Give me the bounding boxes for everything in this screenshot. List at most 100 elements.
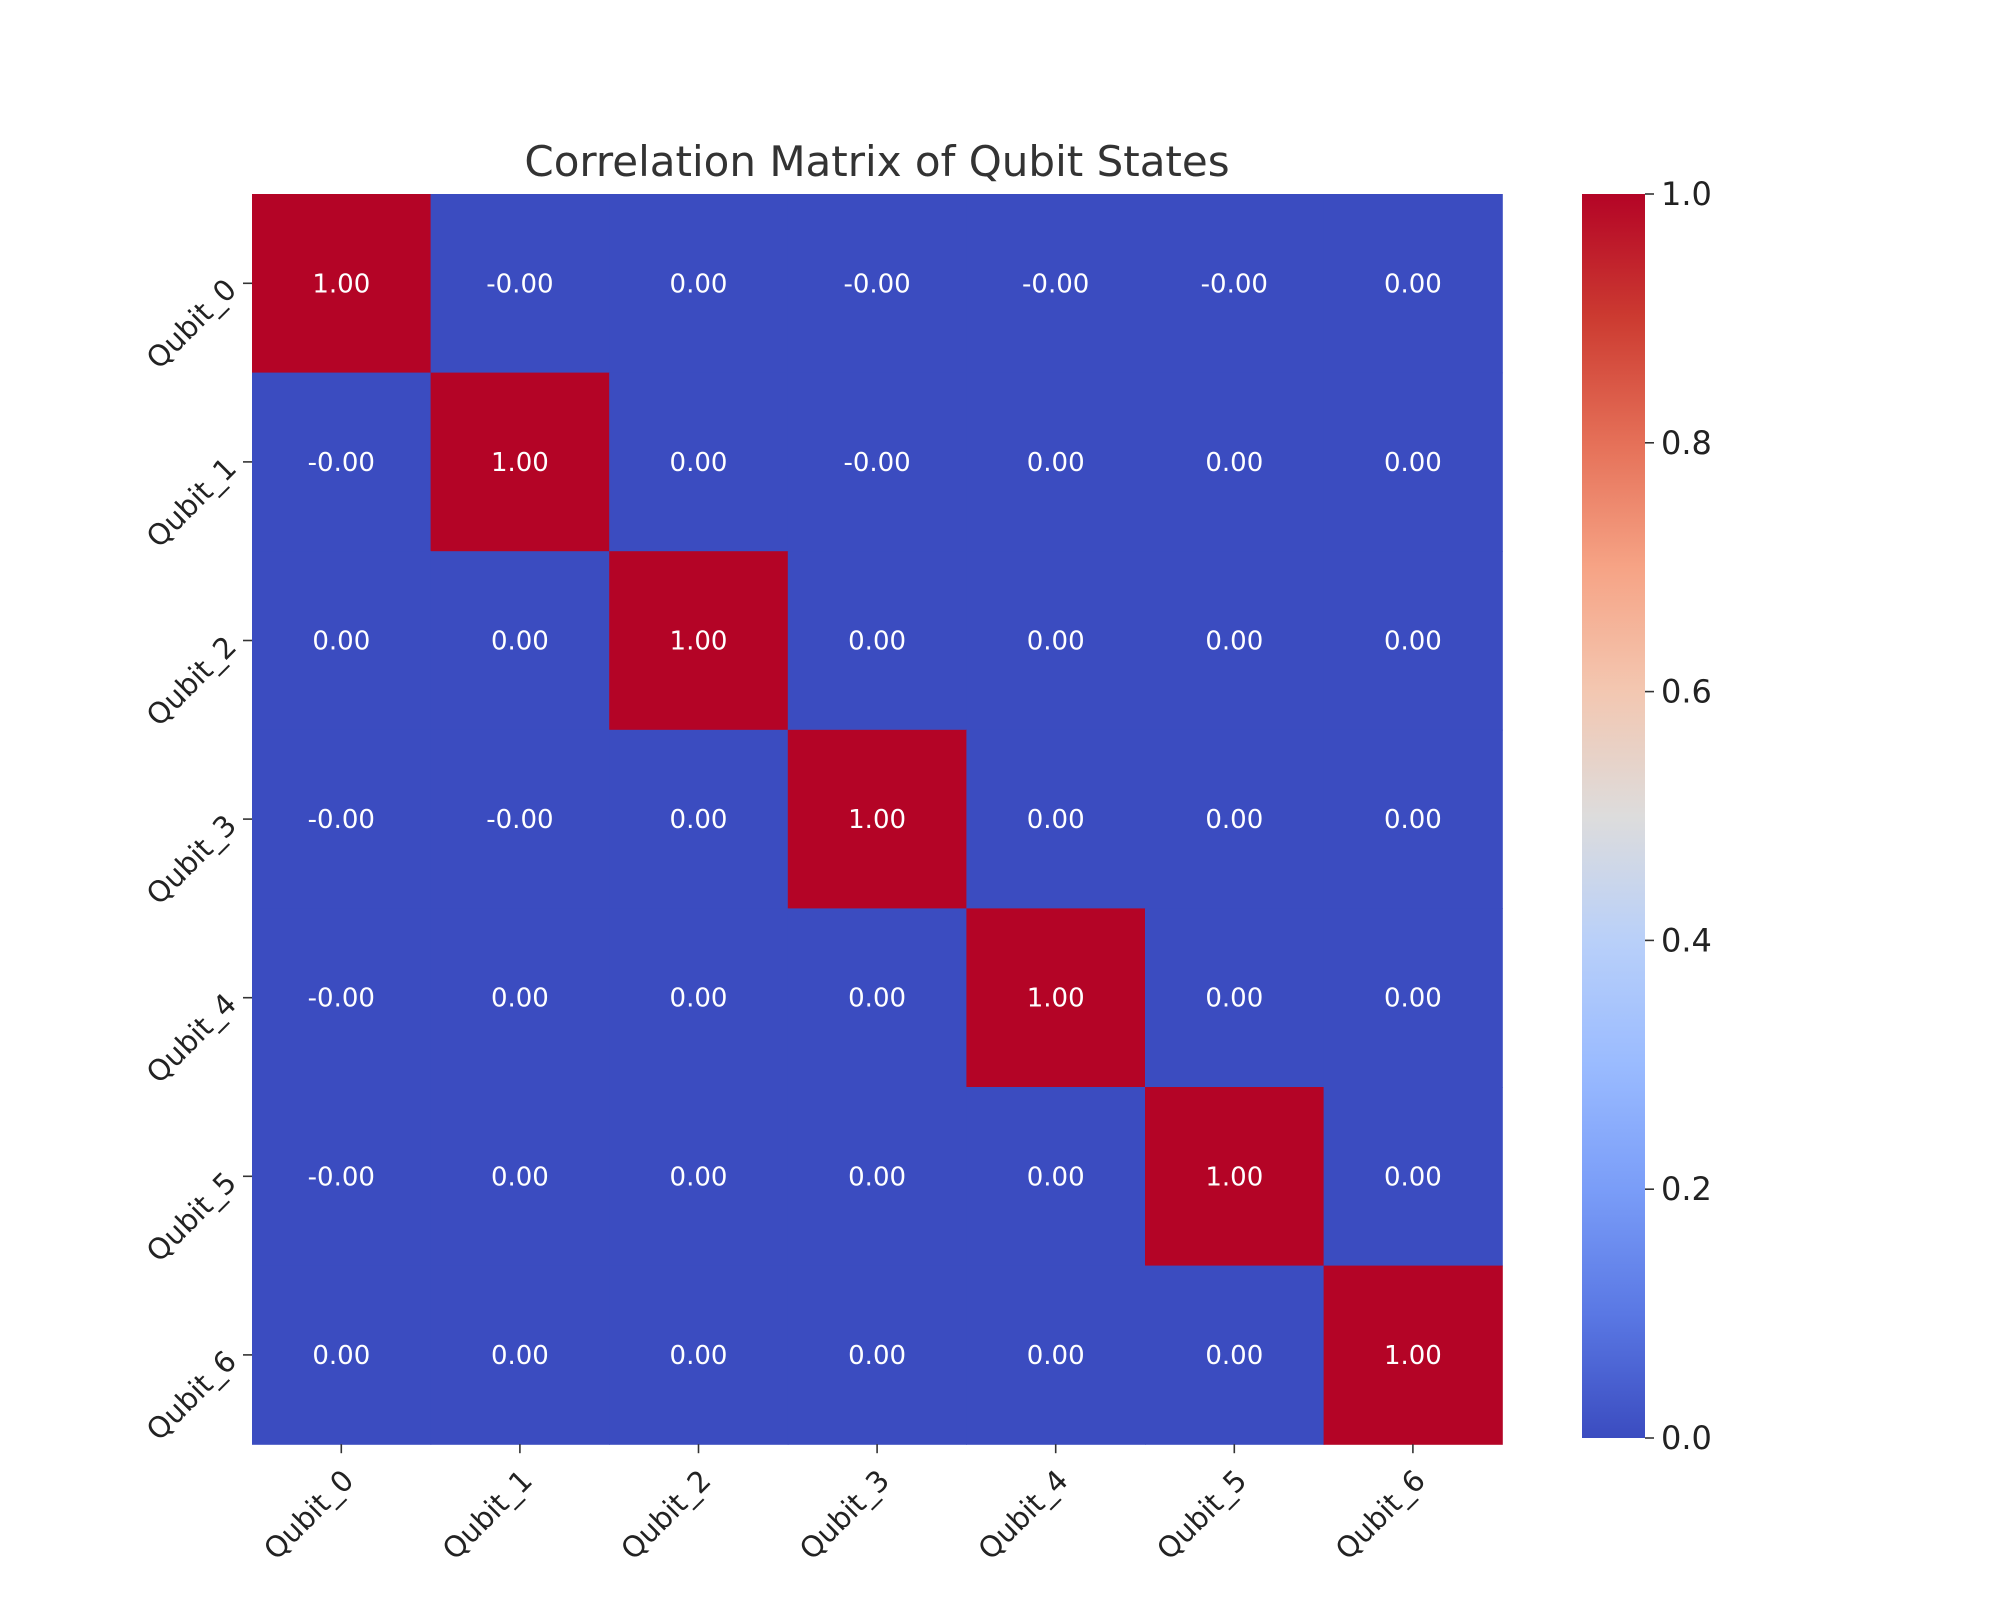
cell-value-label: 0.00 (491, 627, 549, 657)
cell-value-label: -0.00 (843, 448, 910, 478)
cell-value-label: 0.00 (1384, 984, 1442, 1014)
cell-value-label: 0.00 (670, 1341, 728, 1371)
cell-value-label: 1.00 (312, 269, 370, 299)
cell-value-label: 0.00 (670, 448, 728, 478)
cell-value-label: -0.00 (843, 269, 910, 299)
cell-value-label: -0.00 (486, 805, 553, 835)
heatmap-cell (430, 729, 610, 909)
heatmap-cell (787, 551, 967, 731)
y-tick-label: Qubit_5 (140, 1165, 243, 1268)
colorbar-tick-label: 0.2 (1661, 1170, 1712, 1208)
heatmap-cell (966, 908, 1146, 1088)
cell-value-label: 0.00 (1205, 627, 1263, 657)
heatmap-cell (609, 1265, 789, 1445)
x-axis: Qubit_0 Qubit_1 Qubit_2 Qubit_3 Qubit_4 Qubit… (257, 1444, 1432, 1566)
heatmap-cell (252, 372, 432, 552)
colorbar-tick-label: 0.6 (1661, 673, 1712, 711)
cell-value-label: 0.00 (1384, 269, 1442, 299)
heatmap-cell (430, 908, 610, 1088)
colorbar-gradient (1582, 194, 1645, 1438)
heatmap-cell (966, 194, 1146, 374)
heatmap-cell (966, 729, 1146, 909)
cell-value-label: 0.00 (312, 627, 370, 657)
y-axis: Qubit_0 Qubit_1 Qubit_2 Qubit_3 Qubit_4 Qubit… (140, 272, 252, 1447)
cell-value-label: 0.00 (1205, 1341, 1263, 1371)
cell-value-label: -0.00 (308, 1162, 375, 1192)
x-tick-label: Qubit_5 (1150, 1463, 1253, 1566)
heatmap-cell (1323, 194, 1503, 374)
heatmap-cell (787, 908, 967, 1088)
cell-value-label: 0.00 (491, 1341, 549, 1371)
cell-value-label: 1.00 (848, 805, 906, 835)
cell-value-label: 0.00 (1384, 448, 1442, 478)
colorbar-tick-label: 0.4 (1661, 921, 1712, 959)
cell-value-label: -0.00 (308, 805, 375, 835)
cell-value-label: -0.00 (1201, 269, 1268, 299)
cell-value-label: -0.00 (308, 984, 375, 1014)
y-tick-label: Qubit_0 (140, 272, 243, 375)
heatmap-cell (609, 729, 789, 909)
heatmap-cell (252, 729, 432, 909)
cell-value-label: 0.00 (1027, 448, 1085, 478)
heatmap-cell (1323, 372, 1503, 552)
heatmap-cell (609, 551, 789, 731)
colorbar (1582, 194, 1645, 1438)
heatmap-cell (1323, 1087, 1503, 1267)
colorbar-tick-label: 1.0 (1661, 175, 1712, 213)
heatmap-cell (252, 1087, 432, 1267)
heatmap-cell (1145, 1265, 1325, 1445)
heatmap-cell (787, 729, 967, 909)
colorbar-ticks: 0.0 0.2 0.4 0.6 0.8 1.0 (1645, 175, 1712, 1457)
x-tick-label: Qubit_3 (793, 1463, 896, 1566)
cell-value-label: 0.00 (848, 984, 906, 1014)
cell-value-label: 0.00 (491, 984, 549, 1014)
cell-value-label: 0.00 (1205, 448, 1263, 478)
cell-value-label: 0.00 (1384, 627, 1442, 657)
colorbar-tick-label: 0.0 (1661, 1419, 1712, 1457)
x-tick-label: Qubit_2 (614, 1463, 717, 1566)
cell-value-label: 0.00 (670, 1162, 728, 1192)
heatmap-cell (430, 372, 610, 552)
cell-value-label: 0.00 (1205, 984, 1263, 1014)
heatmap-cell (787, 372, 967, 552)
cell-value-label: 0.00 (1027, 627, 1085, 657)
heatmap-cell (252, 194, 432, 374)
heatmap-cell (430, 1087, 610, 1267)
x-tick-label: Qubit_1 (436, 1463, 539, 1566)
cell-value-label: 0.00 (848, 1162, 906, 1192)
heatmap-cell (1323, 1265, 1503, 1445)
y-tick-label: Qubit_4 (140, 987, 243, 1090)
heatmap-cell (609, 194, 789, 374)
cell-value-label: 0.00 (670, 984, 728, 1014)
heatmap-cell (966, 1087, 1146, 1267)
heatmap-cell (252, 908, 432, 1088)
cell-value-label: 0.00 (670, 805, 728, 835)
colorbar-tick-label: 0.8 (1661, 424, 1712, 462)
cell-value-label: 0.00 (1027, 805, 1085, 835)
y-tick-label: Qubit_6 (140, 1344, 243, 1447)
cell-value-label: -0.00 (486, 269, 553, 299)
heatmap-cell (430, 551, 610, 731)
heatmap-cell (1323, 551, 1503, 731)
heatmap-cell (1145, 194, 1325, 374)
cell-value-label: 1.00 (491, 448, 549, 478)
heatmap-cells (252, 194, 1503, 1445)
cell-value-label: 0.00 (670, 269, 728, 299)
heatmap-cell (966, 551, 1146, 731)
heatmap-cell (252, 1265, 432, 1445)
heatmap-cell (1145, 729, 1325, 909)
cell-value-label: -0.00 (308, 448, 375, 478)
heatmap-cell (787, 1087, 967, 1267)
cell-value-label: 0.00 (312, 1341, 370, 1371)
x-tick-label: Qubit_4 (971, 1463, 1074, 1566)
heatmap-cell (1145, 908, 1325, 1088)
cell-value-label: 1.00 (1027, 984, 1085, 1014)
heatmap-cell (1323, 908, 1503, 1088)
heatmap-cell (1145, 372, 1325, 552)
heatmap-cell (787, 194, 967, 374)
heatmap-cell (609, 372, 789, 552)
heatmap-cell (430, 1265, 610, 1445)
chart-title: Correlation Matrix of Qubit States (524, 137, 1229, 186)
y-tick-label: Qubit_2 (140, 629, 243, 732)
